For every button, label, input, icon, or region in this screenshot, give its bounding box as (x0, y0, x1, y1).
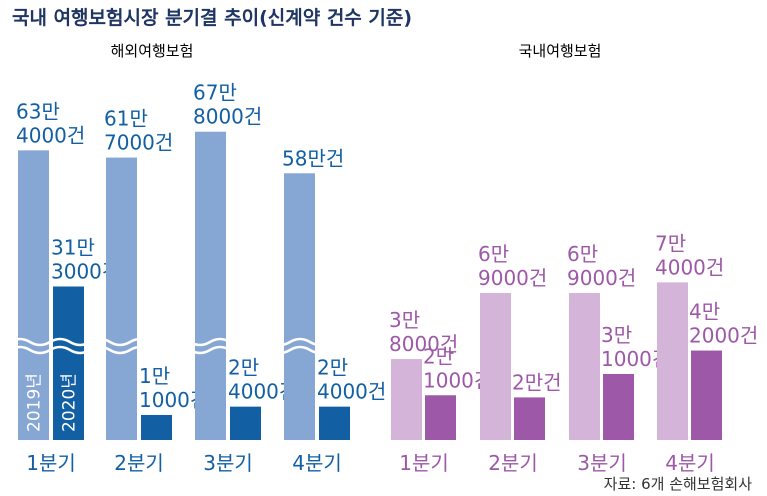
value-label-domestic-2020-q3: 3만 (601, 323, 632, 347)
value-label-domestic-2020-q1: 2만 (423, 344, 454, 368)
value-label-domestic-2019-q3: 6만 (567, 242, 598, 266)
value-label-overseas-2020-q1: 31만 (51, 235, 95, 259)
value-label-overseas-2019-q3: 67만 (193, 81, 237, 105)
bar-domestic-2019-q1 (391, 359, 422, 440)
value-label-domestic-2019-q2: 9000건 (478, 266, 547, 290)
category-label-overseas-q1: 1분기 (26, 451, 76, 475)
source-note: 자료: 6개 손해보험회사 (604, 475, 753, 493)
bar-overseas-2020-q2 (141, 414, 172, 440)
value-label-domestic-2019-q3: 9000건 (567, 266, 636, 290)
value-label-domestic-2020-q2: 2만건 (512, 370, 562, 394)
value-label-domestic-2019-q4: 7만 (655, 231, 686, 255)
bar-domestic-2020-q2 (514, 397, 545, 440)
value-label-domestic-2019-q1: 8000건 (389, 332, 458, 356)
legend-year-2019: 2019년 (25, 373, 45, 432)
bar-domestic-2020-q4 (691, 350, 722, 440)
value-label-overseas-2019-q2: 7000건 (104, 131, 173, 155)
value-label-domestic-2019-q4: 4000건 (655, 255, 724, 279)
chart-marks: 63만4000건31만3000건1분기61만7000건1만1000건2분기67만… (9, 81, 758, 475)
bar-overseas-2020-q4 (319, 406, 350, 440)
bar-overseas-2020-q3 (230, 406, 261, 440)
value-label-overseas-2019-q4: 58만건 (282, 146, 344, 170)
value-label-overseas-2019-q2: 61만 (104, 107, 148, 131)
bar-domestic-2020-q1 (425, 395, 456, 440)
category-label-overseas-q2: 2분기 (114, 451, 164, 475)
group-label-domestic: 국내여행보험 (519, 42, 602, 60)
bar-domestic-2019-q3 (569, 293, 600, 440)
bar-domestic-2019-q4 (657, 282, 688, 440)
value-label-domestic-2020-q4: 4만 (689, 300, 720, 324)
category-label-overseas-q4: 4분기 (292, 451, 342, 475)
category-label-domestic-q3: 3분기 (577, 451, 627, 475)
bar-overseas-2019-q2 (106, 157, 137, 441)
bar-overseas-2019-q3 (195, 131, 226, 440)
value-label-domestic-2019-q2: 6만 (478, 242, 509, 266)
value-label-overseas-2020-q3: 2만 (228, 356, 259, 380)
axis-break-wave-1 (9, 337, 351, 347)
value-label-overseas-2020-q4: 4000건 (317, 380, 386, 404)
bar-overseas-2019-q1 (18, 150, 49, 440)
category-label-domestic-q2: 2분기 (488, 451, 538, 475)
bar-domestic-2019-q2 (480, 293, 511, 440)
category-label-domestic-q4: 4분기 (665, 451, 715, 475)
bar-overseas-2020-q1 (53, 286, 84, 440)
value-label-overseas-2020-q2: 1만 (139, 364, 170, 388)
value-label-overseas-2019-q3: 8000건 (193, 105, 262, 129)
category-label-domestic-q1: 1분기 (399, 451, 449, 475)
axis-break-wave-2 (9, 345, 351, 355)
group-label-overseas: 해외여행보험 (111, 42, 194, 60)
category-label-overseas-q3: 3분기 (203, 451, 253, 475)
bar-domestic-2020-q3 (603, 373, 634, 440)
value-label-overseas-2019-q1: 4000건 (16, 123, 85, 147)
value-label-domestic-2020-q4: 2000건 (689, 324, 758, 348)
value-label-overseas-2020-q4: 2만 (317, 356, 348, 380)
legend-year-2020: 2020년 (60, 373, 80, 432)
chart-title: 국내 여행보험시장 분기결 추이(신계약 건수 기준) (12, 7, 412, 29)
bar-overseas-2019-q4 (284, 173, 315, 440)
value-label-domestic-2019-q1: 3만 (389, 308, 420, 332)
value-label-overseas-2019-q1: 63만 (16, 99, 60, 123)
